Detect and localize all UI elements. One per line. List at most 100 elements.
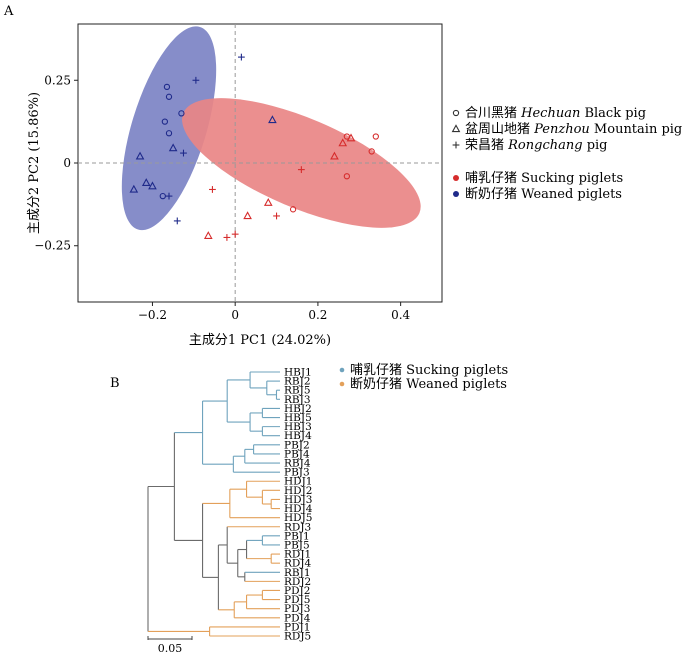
pca-point-weaned-triangle	[135, 151, 145, 160]
pca-point-weaned-triangle	[268, 115, 277, 124]
pca-point-sucking-plus	[223, 234, 231, 241]
tree-legend-label: 哺乳仔猪 Sucking piglets	[350, 363, 508, 378]
dendrogram-branches	[147, 371, 280, 637]
pca-point-sucking-plus	[209, 186, 216, 193]
dendrogram-leaf-label: HDJ5	[284, 512, 312, 524]
dendrogram-leaf-label: RDJ4	[284, 558, 312, 570]
dendrogram-leaf-label: HBJ3	[284, 421, 312, 433]
x-tick-label: 0	[231, 308, 239, 322]
pca-point-weaned-triangle	[168, 143, 178, 152]
pca-point-sucking-triangle	[346, 133, 356, 142]
dendrogram-leaf-label: RBJ2	[284, 376, 311, 388]
dendrogram-leaf-label: PDJ1	[284, 621, 310, 633]
legend-breed-label: 盆周山地猪 Penzhou Mountain pig	[465, 122, 682, 137]
pca-point-weaned-plus	[192, 76, 200, 84]
legend-group-label: 哺乳仔猪 Sucking piglets	[465, 171, 623, 186]
pca-x-axis-label: 主成分1 PC1 (24.02%)	[189, 333, 331, 348]
pca-ellipses	[121, 26, 421, 231]
dendrogram-leaf-label: PDJ5	[284, 594, 310, 606]
dendrogram-leaf-label: PDJ3	[284, 603, 310, 615]
dendrogram-leaf-label: PBJ3	[284, 467, 310, 479]
pca-point-sucking-circle	[289, 206, 297, 213]
pca-point-sucking-triangle	[338, 138, 348, 147]
dendrogram-leaf-label: PBJ2	[284, 439, 310, 451]
legend-circle-icon	[452, 109, 460, 117]
pca-point-weaned-plus	[180, 149, 187, 157]
dendrogram-leaf-label: HBJ5	[284, 412, 312, 424]
pca-point-weaned-triangle	[148, 181, 157, 190]
x-tick-label: 0.2	[308, 308, 327, 322]
pca-point-weaned-circle	[165, 130, 173, 137]
pca-point-weaned-circle	[165, 93, 173, 100]
dendrogram-leaf-label: RDJ5	[284, 631, 311, 643]
x-tick-label: 0.4	[391, 308, 410, 322]
dendrogram-leaf-labels: HBJ1RBJ2RBJ5RBJ3HBJ2HBJ5HBJ3HBJ4PBJ2PBJ4…	[284, 367, 313, 643]
pca-point-weaned-circle	[178, 110, 185, 117]
dendrogram-leaf-label: RBJ5	[284, 385, 311, 397]
pca-point-weaned-circle	[159, 192, 166, 200]
pca-point-weaned-circle	[163, 83, 171, 91]
pca-y-axis: −0.25 0 0.25	[34, 73, 78, 253]
dendrogram-leaf-label: HDJ3	[284, 494, 312, 506]
pca-point-sucking-plus	[231, 230, 239, 238]
pca-point-sucking-triangle	[203, 231, 213, 239]
scale-bar-label: 0.05	[158, 642, 183, 655]
pca-point-weaned-plus	[173, 217, 181, 225]
dendrogram-leaf-label: HDJ4	[284, 503, 313, 515]
tree-legend-weaned-dot-icon	[339, 381, 345, 387]
x-tick-label: −0.2	[138, 308, 167, 322]
pca-chart: −0.2 0 0.2 0.4 −0.25 0 0.25 主成分1 PC1 (24.02%)…	[27, 23, 682, 348]
pca-point-sucking-circle	[372, 133, 379, 140]
legend-weaned-dot-icon	[453, 191, 459, 197]
dendrogram-leaf-label: RBJ1	[284, 567, 311, 579]
pca-point-sucking-triangle	[263, 197, 273, 206]
pca-reference-lines	[78, 24, 442, 302]
y-tick-label: 0.25	[44, 73, 71, 87]
pca-point-weaned-plus	[237, 53, 245, 61]
dendrogram-leaf-label: PBJ4	[284, 448, 310, 460]
tree-legend-label: 断奶仔猪 Weaned piglets	[350, 377, 507, 392]
pca-points	[129, 53, 379, 241]
pca-point-weaned-triangle	[141, 178, 151, 187]
pca-point-sucking-plus	[297, 166, 305, 174]
pca-point-sucking-triangle	[330, 151, 339, 160]
pca-point-weaned-circle	[161, 118, 169, 125]
pca-point-sucking-circle	[343, 173, 351, 180]
dendrogram-scale-bar: 0.05	[147, 636, 193, 655]
pca-y-axis-label: 主成分2 PC2 (15.86%)	[27, 92, 42, 234]
dendrogram-leaf-label: PDJ2	[284, 585, 310, 597]
dendrogram-leaf-label: HBJ4	[284, 430, 312, 442]
legend-breed-label: 荣昌猪 Rongchang pig	[465, 138, 608, 153]
y-tick-label: 0	[63, 156, 71, 170]
panel-label-b: B	[110, 376, 120, 391]
legend-sucking-dot-icon	[453, 175, 459, 181]
pca-point-sucking-triangle	[243, 211, 252, 220]
pca-point-sucking-circle	[368, 148, 375, 155]
dendrogram-leaf-label: PDJ4	[284, 612, 311, 624]
legend-triangle-icon	[451, 124, 461, 133]
dendrogram-leaf-label: HDJ1	[284, 476, 312, 488]
dendrogram-leaf-label: PBJ1	[284, 530, 310, 542]
dendrogram-leaf-label: HBJ1	[284, 367, 312, 379]
dendrogram-leaf-label: PBJ5	[284, 539, 310, 551]
ellipse-weaned	[121, 26, 217, 231]
tree-legend-sucking-dot-icon	[339, 367, 345, 373]
dendrogram-leaf-label: HBJ2	[284, 403, 312, 415]
dendrogram-leaf-label: RDJ2	[284, 576, 311, 588]
dendrogram-chart: HBJ1RBJ2RBJ5RBJ3HBJ2HBJ5HBJ3HBJ4PBJ2PBJ4…	[147, 363, 508, 655]
dendrogram-leaf-label: RBJ3	[284, 394, 311, 406]
pca-point-sucking-plus	[273, 212, 280, 220]
panel-label-a: A	[3, 4, 14, 19]
legend-group-label: 断奶仔猪 Weaned piglets	[465, 187, 622, 202]
legend-breed-label: 合川黑猪 Hechuan Black pig	[465, 106, 646, 121]
dendrogram-leaf-label: RDJ1	[284, 549, 311, 561]
ellipse-sucking	[182, 98, 421, 228]
pca-point-weaned-plus	[165, 192, 173, 200]
dendrogram-leaf-label: HDJ2	[284, 485, 312, 497]
legend-plus-icon	[452, 141, 460, 149]
pca-x-axis: −0.2 0 0.2 0.4	[138, 302, 411, 322]
